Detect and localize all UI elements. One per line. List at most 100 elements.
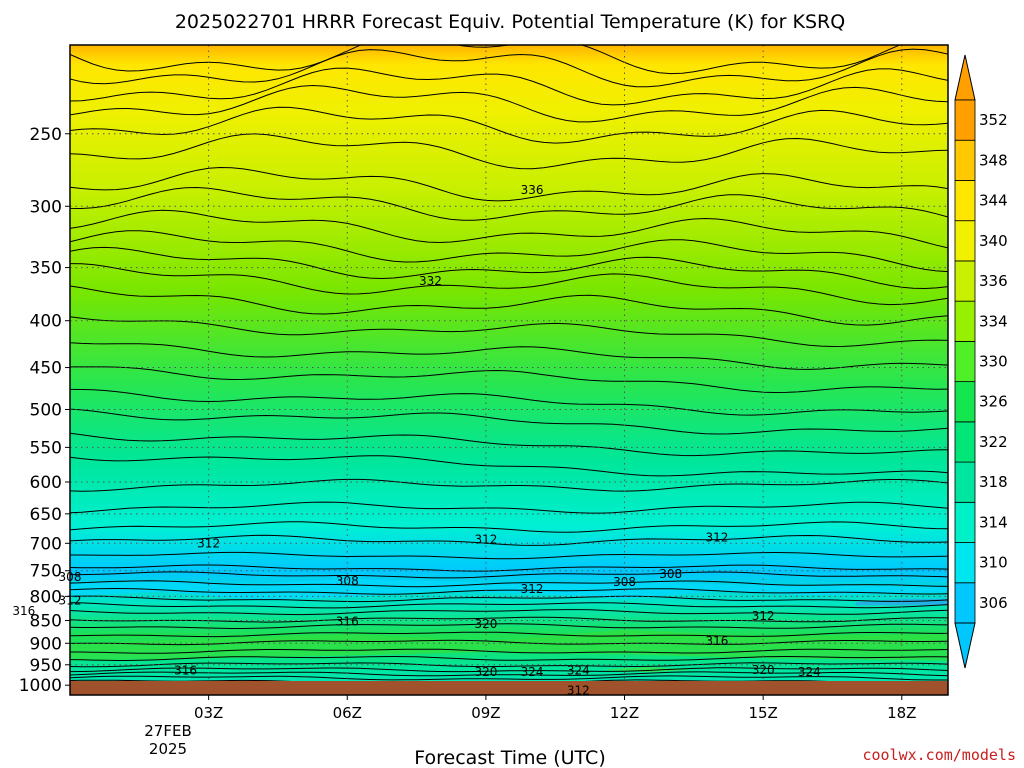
- x-tick-label: 06Z: [333, 704, 362, 722]
- contour-line: [70, 551, 948, 560]
- contour-label: 308: [659, 567, 682, 581]
- contour-line: [70, 648, 948, 654]
- colorbar-tick-label: 310: [979, 554, 1008, 572]
- contour-label: 320: [752, 663, 775, 677]
- field-patch: [70, 629, 948, 661]
- x-tick-label: 09Z: [471, 704, 500, 722]
- date-label-day: 27FEB: [144, 722, 191, 740]
- contour-label: 312: [197, 536, 220, 550]
- contour-line: [70, 623, 948, 629]
- contour-line: [70, 166, 948, 202]
- x-tick-label: 18Z: [887, 704, 916, 722]
- colorbar-segment: [954, 300, 976, 342]
- colorbar-tick-label: 314: [979, 513, 1008, 531]
- contour-line: [70, 571, 948, 579]
- colorbar-segment: [954, 582, 976, 624]
- colorbar-tick-label: 334: [979, 312, 1008, 330]
- contour-line: [70, 639, 948, 646]
- y-tick-label: 300: [30, 197, 62, 217]
- contour-line: [70, 595, 948, 603]
- y-tick-label: 400: [30, 312, 62, 332]
- contour-label: 316: [12, 604, 35, 618]
- grid-lines: [70, 45, 948, 695]
- colorbar-segment: [954, 501, 976, 543]
- contour-label: 312: [521, 582, 544, 596]
- contour-label: 332: [419, 274, 442, 288]
- colorbar-segment: [954, 260, 976, 302]
- y-axis: 2503003504004505005506006507007508008509…: [19, 125, 70, 696]
- contour-line: [70, 455, 948, 477]
- contour-line: [70, 602, 948, 609]
- contour-line: [70, 655, 948, 661]
- contour-line: [70, 671, 948, 677]
- colorbar-tick-label: 344: [979, 192, 1008, 210]
- contour-line: [70, 133, 948, 170]
- contour-label: 316: [705, 634, 728, 648]
- colorbar-segment: [954, 180, 976, 222]
- y-tick-label: 350: [30, 259, 62, 279]
- terrain-band: [70, 681, 948, 695]
- y-tick-label: 500: [30, 400, 62, 420]
- colorbar-tick-label: 306: [979, 594, 1008, 612]
- field-patch: [70, 578, 948, 601]
- colorbar-segment: [954, 542, 976, 584]
- y-tick-label: 800: [30, 587, 62, 607]
- contour-line: [70, 564, 948, 572]
- contour-label: 312: [705, 531, 728, 545]
- contour-line: [70, 186, 948, 221]
- contour-line: [70, 631, 948, 638]
- contour-line: [70, 662, 948, 668]
- colorbar-tick-label: 326: [979, 393, 1008, 411]
- contour-line: [70, 67, 948, 106]
- contour-label: 316: [336, 614, 359, 628]
- contour-line: [70, 501, 948, 514]
- colorbar-max-arrow: [954, 54, 976, 101]
- contour-line: [70, 209, 948, 249]
- colorbar-segment: [954, 220, 976, 262]
- colorbar-tick-label: 336: [979, 272, 1008, 290]
- y-tick-label: 950: [30, 656, 62, 676]
- contour-line: [70, 342, 948, 370]
- contour-label: 336: [521, 183, 544, 197]
- plot-frame: [69, 44, 949, 696]
- colorbar-segment: [954, 99, 976, 141]
- x-axis-label: Forecast Time (UTC): [414, 747, 605, 768]
- y-tick-label: 450: [30, 359, 62, 379]
- y-tick-label: 750: [30, 562, 62, 582]
- contour-line: [70, 587, 948, 595]
- colorbar-tick-label: 330: [979, 353, 1008, 371]
- colorbar-segment: [954, 340, 976, 383]
- colorbar-tick-label: 322: [979, 433, 1008, 451]
- y-tick-label: 650: [30, 505, 62, 525]
- y-tick-label: 250: [30, 125, 62, 145]
- contour-label: 312: [474, 532, 497, 546]
- contour-line: [70, 609, 948, 616]
- x-tick-label: 03Z: [194, 704, 223, 722]
- contour-line: [70, 48, 948, 88]
- chart-title: 2025022701 HRRR Forecast Equiv. Potentia…: [175, 11, 845, 33]
- contour-line: [70, 478, 948, 492]
- colorbar-tick-label: 340: [979, 232, 1008, 250]
- colorbar: 306 310 314 318 322 326 330 334 336 340 344 348 352: [954, 54, 1008, 669]
- contour-line: [70, 667, 948, 673]
- colorbar-segment: [954, 461, 976, 503]
- contour-label: 308: [613, 575, 636, 589]
- x-axis: 03Z 06Z 09Z 12Z 15Z 18Z: [194, 695, 916, 722]
- contour-line: [70, 675, 948, 681]
- contour-line: [70, 84, 948, 123]
- contour-line: [70, 285, 948, 326]
- colorbar-segment: [954, 381, 976, 423]
- y-tick-label: 850: [30, 612, 62, 632]
- y-tick-label: 550: [30, 438, 62, 458]
- y-tick-label: 1000: [19, 676, 62, 696]
- colorbar-tick-label: 348: [979, 151, 1008, 169]
- contour-line: [70, 106, 948, 144]
- y-tick-label: 600: [30, 473, 62, 493]
- contour-line: [70, 432, 948, 457]
- x-tick-label: 12Z: [610, 704, 639, 722]
- colorbar-tick-label: 318: [979, 473, 1008, 491]
- contour-label: 324: [567, 664, 590, 678]
- contour-label: 320: [474, 665, 497, 679]
